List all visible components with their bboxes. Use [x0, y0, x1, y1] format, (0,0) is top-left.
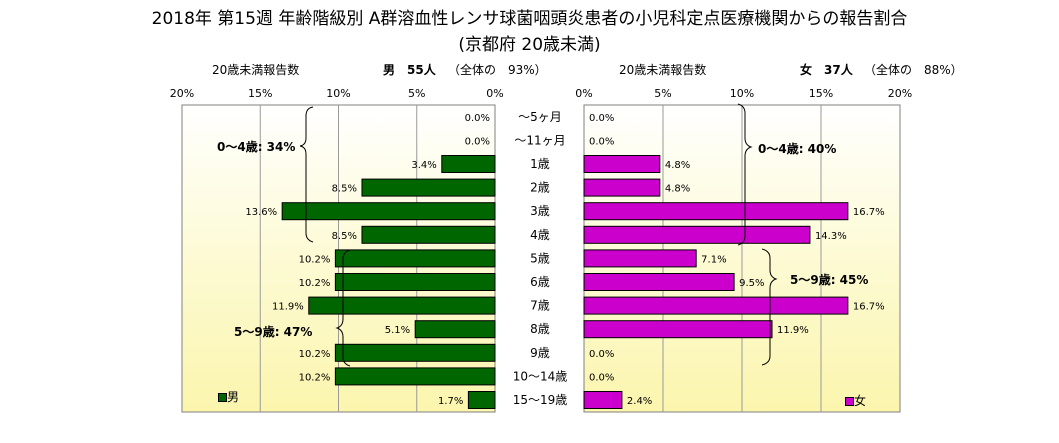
female-value-label: 0.0% — [589, 113, 614, 124]
male-value-label: 10.2% — [299, 278, 331, 289]
left-xtick-label: 0% — [486, 87, 503, 100]
female-value-label: 4.8% — [665, 160, 690, 171]
right-annotation-0-4: 0～4歳: 40% — [758, 142, 837, 156]
left-xtick-label: 20% — [170, 87, 194, 100]
category-label: 2歳 — [530, 181, 550, 195]
right-xtick-label: 0% — [575, 87, 592, 100]
right-brace-0-4 — [737, 103, 753, 246]
left-header: 男 55人 — [383, 63, 436, 77]
male-value-label: 10.2% — [299, 372, 331, 383]
male-bar — [334, 249, 496, 268]
category-label: 15～19歳 — [513, 393, 568, 407]
female-bar — [583, 225, 811, 244]
category-label: 7歳 — [530, 299, 550, 313]
left-share: （全体の 93%） — [448, 63, 547, 77]
female-bar — [583, 202, 849, 221]
female-bar — [583, 391, 623, 409]
male-value-label: 0.0% — [465, 136, 490, 147]
right-share: （全体の 88%） — [864, 63, 963, 77]
right-xlabel: 20歳未満報告数 — [619, 63, 707, 77]
left-annotation-0-4: 0～4歳: 34% — [217, 140, 296, 154]
male-bar — [441, 155, 496, 173]
female-bar — [583, 296, 849, 315]
male-value-label: 3.4% — [411, 160, 436, 171]
legend-male-swatch — [218, 393, 227, 402]
female-bar — [583, 320, 773, 339]
category-label: 1歳 — [530, 157, 550, 171]
category-label: 9歳 — [530, 346, 550, 360]
left-xtick-label: 5% — [408, 87, 425, 100]
category-label: ～11ヶ月 — [514, 133, 565, 147]
male-bar — [334, 343, 496, 362]
right-xtick-label: 15% — [809, 87, 833, 100]
chart-subtitle: (京都府 20歳未満) — [458, 35, 601, 55]
male-bar — [281, 202, 496, 221]
male-value-label: 10.2% — [299, 349, 331, 360]
left-annotation-5-9: 5～9歳: 47% — [234, 325, 313, 339]
female-value-label: 4.8% — [665, 184, 690, 195]
category-label: 10～14歳 — [513, 369, 568, 383]
male-value-label: 1.7% — [438, 396, 463, 407]
male-bar — [334, 367, 496, 386]
female-value-label: 2.4% — [627, 396, 652, 407]
legend-male-label: 男 — [227, 390, 240, 404]
right-header: 女 37人 — [800, 63, 853, 77]
male-value-label: 13.6% — [245, 207, 277, 218]
male-bar — [361, 225, 496, 244]
male-bar — [308, 296, 496, 315]
left-xtick-label: 10% — [326, 87, 350, 100]
legend-female: 女 — [845, 392, 866, 409]
left-brace-0-4 — [299, 106, 314, 243]
right-xtick-label: 5% — [654, 87, 671, 100]
male-bar — [361, 178, 496, 197]
female-value-label: 0.0% — [589, 372, 614, 383]
male-value-label: 11.9% — [272, 302, 304, 313]
male-value-label: 10.2% — [299, 254, 331, 265]
legend-female-swatch — [845, 397, 854, 406]
male-bar — [414, 320, 496, 339]
male-value-label: 0.0% — [465, 113, 490, 124]
male-bar — [467, 391, 496, 409]
female-bar — [583, 273, 735, 291]
female-value-label: 9.5% — [739, 278, 764, 289]
female-bar — [583, 178, 661, 197]
female-value-label: 11.9% — [777, 325, 809, 336]
category-label: 3歳 — [530, 204, 550, 218]
right-xtick-label: 10% — [730, 87, 754, 100]
category-label: 8歳 — [530, 322, 550, 336]
left-xlabel: 20歳未満報告数 — [212, 63, 300, 77]
female-value-label: 0.0% — [589, 136, 614, 147]
male-bar — [334, 273, 496, 291]
category-label: 6歳 — [530, 275, 550, 289]
male-value-label: 5.1% — [385, 325, 410, 336]
legend-male: 男 — [218, 388, 239, 405]
legend-female-label: 女 — [854, 394, 867, 408]
female-value-label: 0.0% — [589, 349, 614, 360]
female-value-label: 16.7% — [853, 302, 885, 313]
female-value-label: 7.1% — [701, 254, 726, 265]
chart-title: 2018年 第15週 年齢階級別 A群溶血性レンサ球菌咽頭炎患者の小児科定点医療… — [151, 9, 908, 29]
male-value-label: 8.5% — [332, 184, 357, 195]
category-label: 5歳 — [530, 251, 550, 265]
left-brace-5-9 — [335, 249, 351, 367]
female-bar — [583, 249, 697, 268]
left-xtick-label: 15% — [248, 87, 272, 100]
female-value-label: 14.3% — [815, 231, 847, 242]
female-bar — [583, 155, 661, 173]
category-label: 4歳 — [530, 228, 550, 242]
female-value-label: 16.7% — [853, 207, 885, 218]
category-label: ～5ヶ月 — [518, 110, 562, 124]
male-value-label: 8.5% — [332, 231, 357, 242]
right-brace-5-9 — [761, 248, 778, 366]
right-annotation-5-9: 5～9歳: 45% — [790, 273, 869, 287]
right-xtick-label: 20% — [888, 87, 912, 100]
